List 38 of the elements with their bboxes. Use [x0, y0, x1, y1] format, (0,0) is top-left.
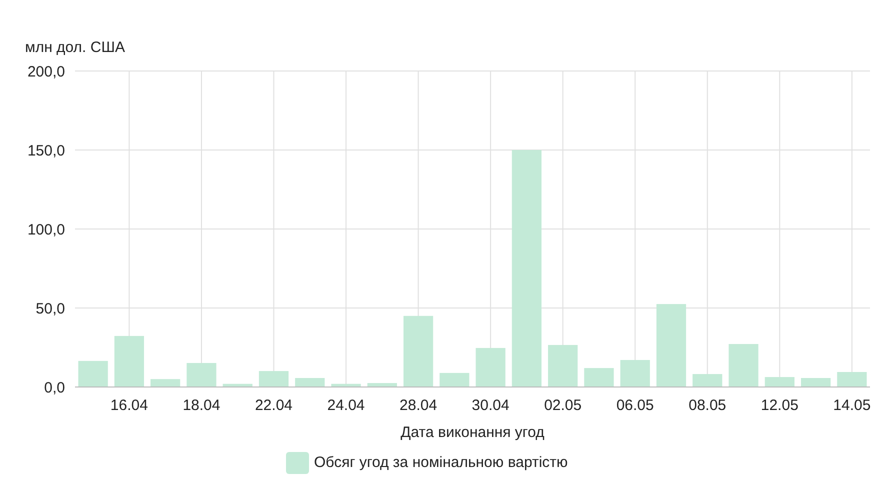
- x-axis-title: Дата виконання угод: [400, 424, 545, 441]
- x-tick-label: 24.04: [327, 397, 365, 414]
- bar: [186, 362, 216, 387]
- bar: [114, 336, 144, 387]
- x-tick-label: 18.04: [182, 397, 220, 414]
- x-tick-label: 06.05: [616, 397, 654, 414]
- y-tick-label: 150,0: [27, 142, 65, 160]
- bar: [620, 360, 650, 387]
- x-tick-label: 02.05: [544, 397, 582, 414]
- x-tick-label: 12.05: [760, 397, 798, 414]
- x-tick-label: 16.04: [110, 397, 148, 414]
- x-tick-label: 14.05: [833, 397, 871, 414]
- y-tick-label: 50,0: [36, 300, 65, 318]
- bar: [584, 368, 614, 387]
- x-tick-label: 08.05: [688, 397, 726, 414]
- bar: [440, 372, 470, 387]
- bar: [512, 150, 542, 387]
- bar: [78, 360, 108, 387]
- bar: [764, 377, 794, 387]
- y-axis-title: млн дол. США: [25, 39, 125, 56]
- bar: [656, 304, 686, 387]
- bar: [728, 344, 758, 387]
- bar: [476, 348, 506, 387]
- bar: [258, 371, 289, 387]
- bar: [295, 378, 325, 387]
- x-tick-label: 28.04: [400, 397, 438, 414]
- bar: [548, 344, 578, 387]
- bar: [403, 316, 434, 387]
- y-tick-label: 0,0: [44, 379, 65, 396]
- y-tick-label: 200,0: [27, 63, 65, 80]
- x-tick-label: 30.04: [472, 397, 510, 414]
- bar: [150, 379, 180, 387]
- legend-label: Обсяг угод за номінальною вартістю: [314, 454, 568, 471]
- bar: [837, 372, 867, 387]
- bar: [692, 374, 722, 387]
- y-tick-label: 100,0: [27, 221, 65, 238]
- bar: [800, 378, 831, 387]
- x-tick-label: 22.04: [254, 397, 293, 414]
